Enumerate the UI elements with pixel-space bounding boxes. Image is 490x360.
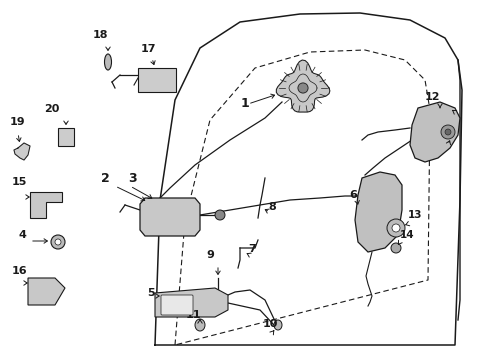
Text: 17: 17	[140, 44, 156, 54]
Text: 12: 12	[424, 92, 440, 102]
FancyBboxPatch shape	[161, 295, 193, 315]
Circle shape	[51, 235, 65, 249]
Text: 9: 9	[206, 250, 214, 260]
FancyBboxPatch shape	[138, 68, 176, 92]
Text: 14: 14	[400, 230, 415, 240]
Circle shape	[441, 125, 455, 139]
Text: 6: 6	[349, 190, 357, 200]
Ellipse shape	[274, 320, 282, 330]
Ellipse shape	[195, 319, 205, 331]
Text: 2: 2	[101, 172, 110, 185]
Text: 4: 4	[18, 230, 26, 240]
Text: 19: 19	[10, 117, 25, 127]
Text: 18: 18	[92, 30, 108, 40]
Text: 13: 13	[408, 210, 422, 220]
Polygon shape	[410, 102, 460, 162]
Circle shape	[445, 129, 451, 135]
Circle shape	[55, 239, 61, 245]
Text: 15: 15	[12, 177, 27, 187]
Text: 3: 3	[128, 172, 137, 185]
Text: 7: 7	[248, 244, 256, 254]
Circle shape	[215, 210, 225, 220]
Text: 20: 20	[44, 104, 60, 114]
Circle shape	[298, 83, 308, 93]
Circle shape	[387, 219, 405, 237]
Polygon shape	[276, 60, 330, 112]
Polygon shape	[355, 172, 402, 252]
Text: 8: 8	[268, 202, 276, 212]
Polygon shape	[28, 278, 65, 305]
Circle shape	[392, 224, 400, 232]
Ellipse shape	[104, 54, 112, 70]
Polygon shape	[155, 288, 228, 317]
Polygon shape	[14, 143, 30, 160]
Polygon shape	[30, 192, 62, 218]
Text: 11: 11	[185, 310, 201, 320]
Circle shape	[391, 243, 401, 253]
Text: 5: 5	[147, 288, 155, 298]
Polygon shape	[58, 128, 74, 146]
Text: 10: 10	[262, 319, 278, 329]
Text: 1: 1	[241, 97, 250, 110]
Text: 16: 16	[12, 266, 27, 276]
Polygon shape	[140, 198, 200, 236]
